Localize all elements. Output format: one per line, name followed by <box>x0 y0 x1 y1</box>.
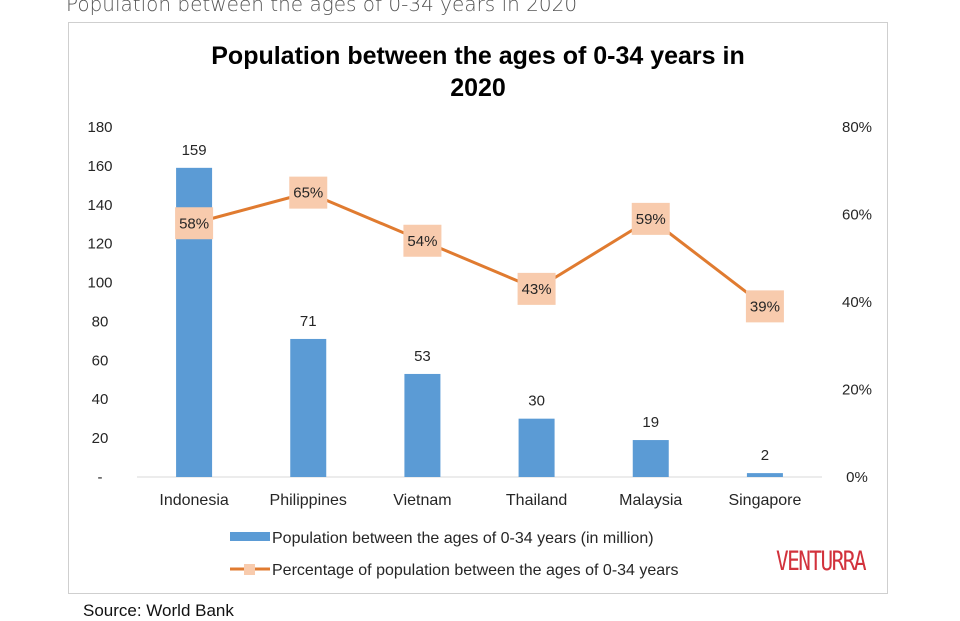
percentage-line <box>193 191 766 308</box>
bar <box>746 473 783 477</box>
left-axis-tick-label: 140 <box>87 197 112 214</box>
percentage-label: 54% <box>407 233 437 250</box>
right-axis-tick-label: 80% <box>842 119 872 136</box>
percentage-marker <box>289 176 328 209</box>
category-label: Malaysia <box>619 492 682 509</box>
left-axis-tick-label: 120 <box>87 236 112 253</box>
percentage-label: 59% <box>636 211 666 228</box>
legend-line-marker <box>244 564 255 575</box>
legend-bar-label: Population between the ages of 0-34 year… <box>272 530 654 547</box>
left-axis-tick-label: 180 <box>87 119 112 136</box>
bar-value-label: 2 <box>761 447 769 464</box>
bar <box>518 418 555 477</box>
left-axis-tick-label: - <box>98 469 103 486</box>
left-axis-tick-label: 80 <box>92 313 109 330</box>
category-label: Thailand <box>506 492 567 509</box>
left-axis-tick-label: 60 <box>92 352 109 369</box>
right-axis-tick-label: 60% <box>842 207 872 224</box>
right-axis-tick-label: 20% <box>842 382 872 399</box>
venturra-logo: VENTURRA <box>776 546 867 577</box>
bar <box>632 440 669 477</box>
percentage-marker <box>631 202 670 235</box>
percentage-marker <box>175 207 214 240</box>
percentage-label: 58% <box>179 215 209 232</box>
percentage-marker <box>517 272 556 305</box>
bar-value-label: 30 <box>528 393 545 410</box>
right-axis-tick-label: 40% <box>842 294 872 311</box>
source-note: Source: World Bank <box>83 601 234 620</box>
percentage-marker <box>403 224 442 257</box>
percentage-label: 65% <box>293 185 323 202</box>
left-axis-tick-label: 40 <box>92 391 109 408</box>
right-axis-tick-label: 0% <box>846 469 868 486</box>
bar-value-label: 71 <box>300 313 317 330</box>
left-axis-tick-label: 160 <box>87 158 112 175</box>
category-label: Indonesia <box>159 492 228 509</box>
chart-title-line-2: 2020 <box>450 74 506 102</box>
chart-title-line-1: Population between the ages of 0-34 year… <box>211 42 744 70</box>
bar-value-label: 53 <box>414 348 431 365</box>
bar <box>290 338 327 477</box>
percentage-label: 39% <box>750 298 780 315</box>
category-label: Singapore <box>728 492 801 509</box>
legend-line-label: Percentage of population between the age… <box>272 562 679 579</box>
bar-value-label: 19 <box>642 414 659 431</box>
bar <box>404 373 441 477</box>
category-label: Philippines <box>270 492 347 509</box>
left-axis-tick-label: 20 <box>92 430 109 447</box>
bar-value-label: 159 <box>182 142 207 159</box>
percentage-label: 43% <box>522 281 552 298</box>
legend-bar-swatch <box>230 532 270 541</box>
left-axis-tick-label: 100 <box>87 275 112 292</box>
percentage-marker <box>745 290 784 323</box>
category-label: Vietnam <box>393 492 451 509</box>
page-caption: Population between the ages of 0-34 year… <box>66 0 578 16</box>
